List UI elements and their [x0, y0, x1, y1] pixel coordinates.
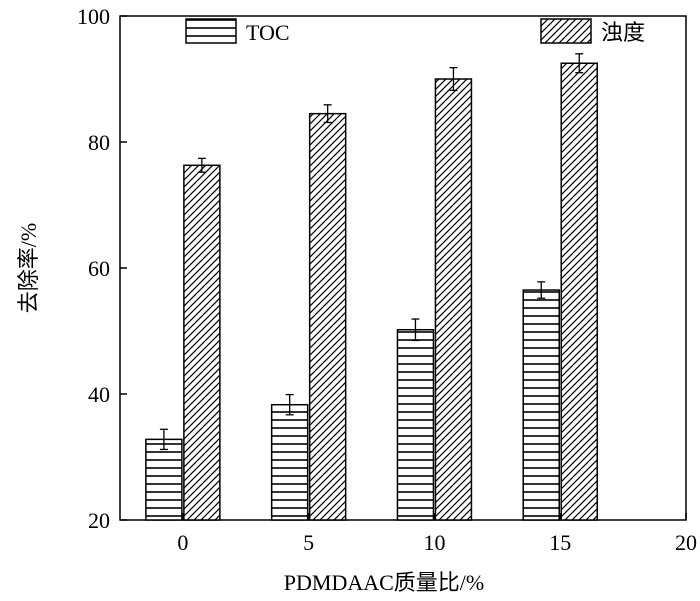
- bar-turbidity-10: [434, 78, 473, 521]
- y-tick-label: 80: [88, 130, 110, 155]
- legend-swatch-toc: [185, 18, 237, 44]
- bar-toc-10: [396, 328, 435, 521]
- bar-turbidity-5: [308, 112, 347, 521]
- y-axis-label: 去除率/%: [16, 223, 41, 313]
- legend-label-turbidity: 浊度: [601, 20, 645, 45]
- legend-label-toc: TOC: [246, 20, 290, 45]
- x-tick-label: 20: [675, 530, 697, 555]
- x-tick-label: 10: [423, 530, 445, 555]
- bar-turbidity-0: [183, 164, 221, 521]
- legend: TOC 浊度: [185, 18, 645, 45]
- y-tick-label: 100: [77, 4, 110, 29]
- legend-swatch-turbidity: [540, 18, 592, 44]
- x-tick-label: 0: [177, 530, 188, 555]
- bar-toc-15: [522, 289, 560, 521]
- bar-toc-5: [270, 403, 309, 521]
- axes-group: 20 40 60 80 100 0 5 10 15 20: [77, 4, 697, 555]
- x-tick-label: 5: [303, 530, 314, 555]
- error-bars-group: [159, 53, 584, 451]
- y-tick-label: 40: [88, 382, 110, 407]
- bar-toc-0: [145, 438, 183, 521]
- y-tick-label: 20: [88, 508, 110, 533]
- x-axis-label: PDMDAAC质量比/%: [284, 570, 484, 595]
- x-tick-label: 15: [549, 530, 571, 555]
- bars-group: [145, 62, 598, 521]
- y-tick-label: 60: [88, 256, 110, 281]
- bar-turbidity-15: [560, 62, 598, 521]
